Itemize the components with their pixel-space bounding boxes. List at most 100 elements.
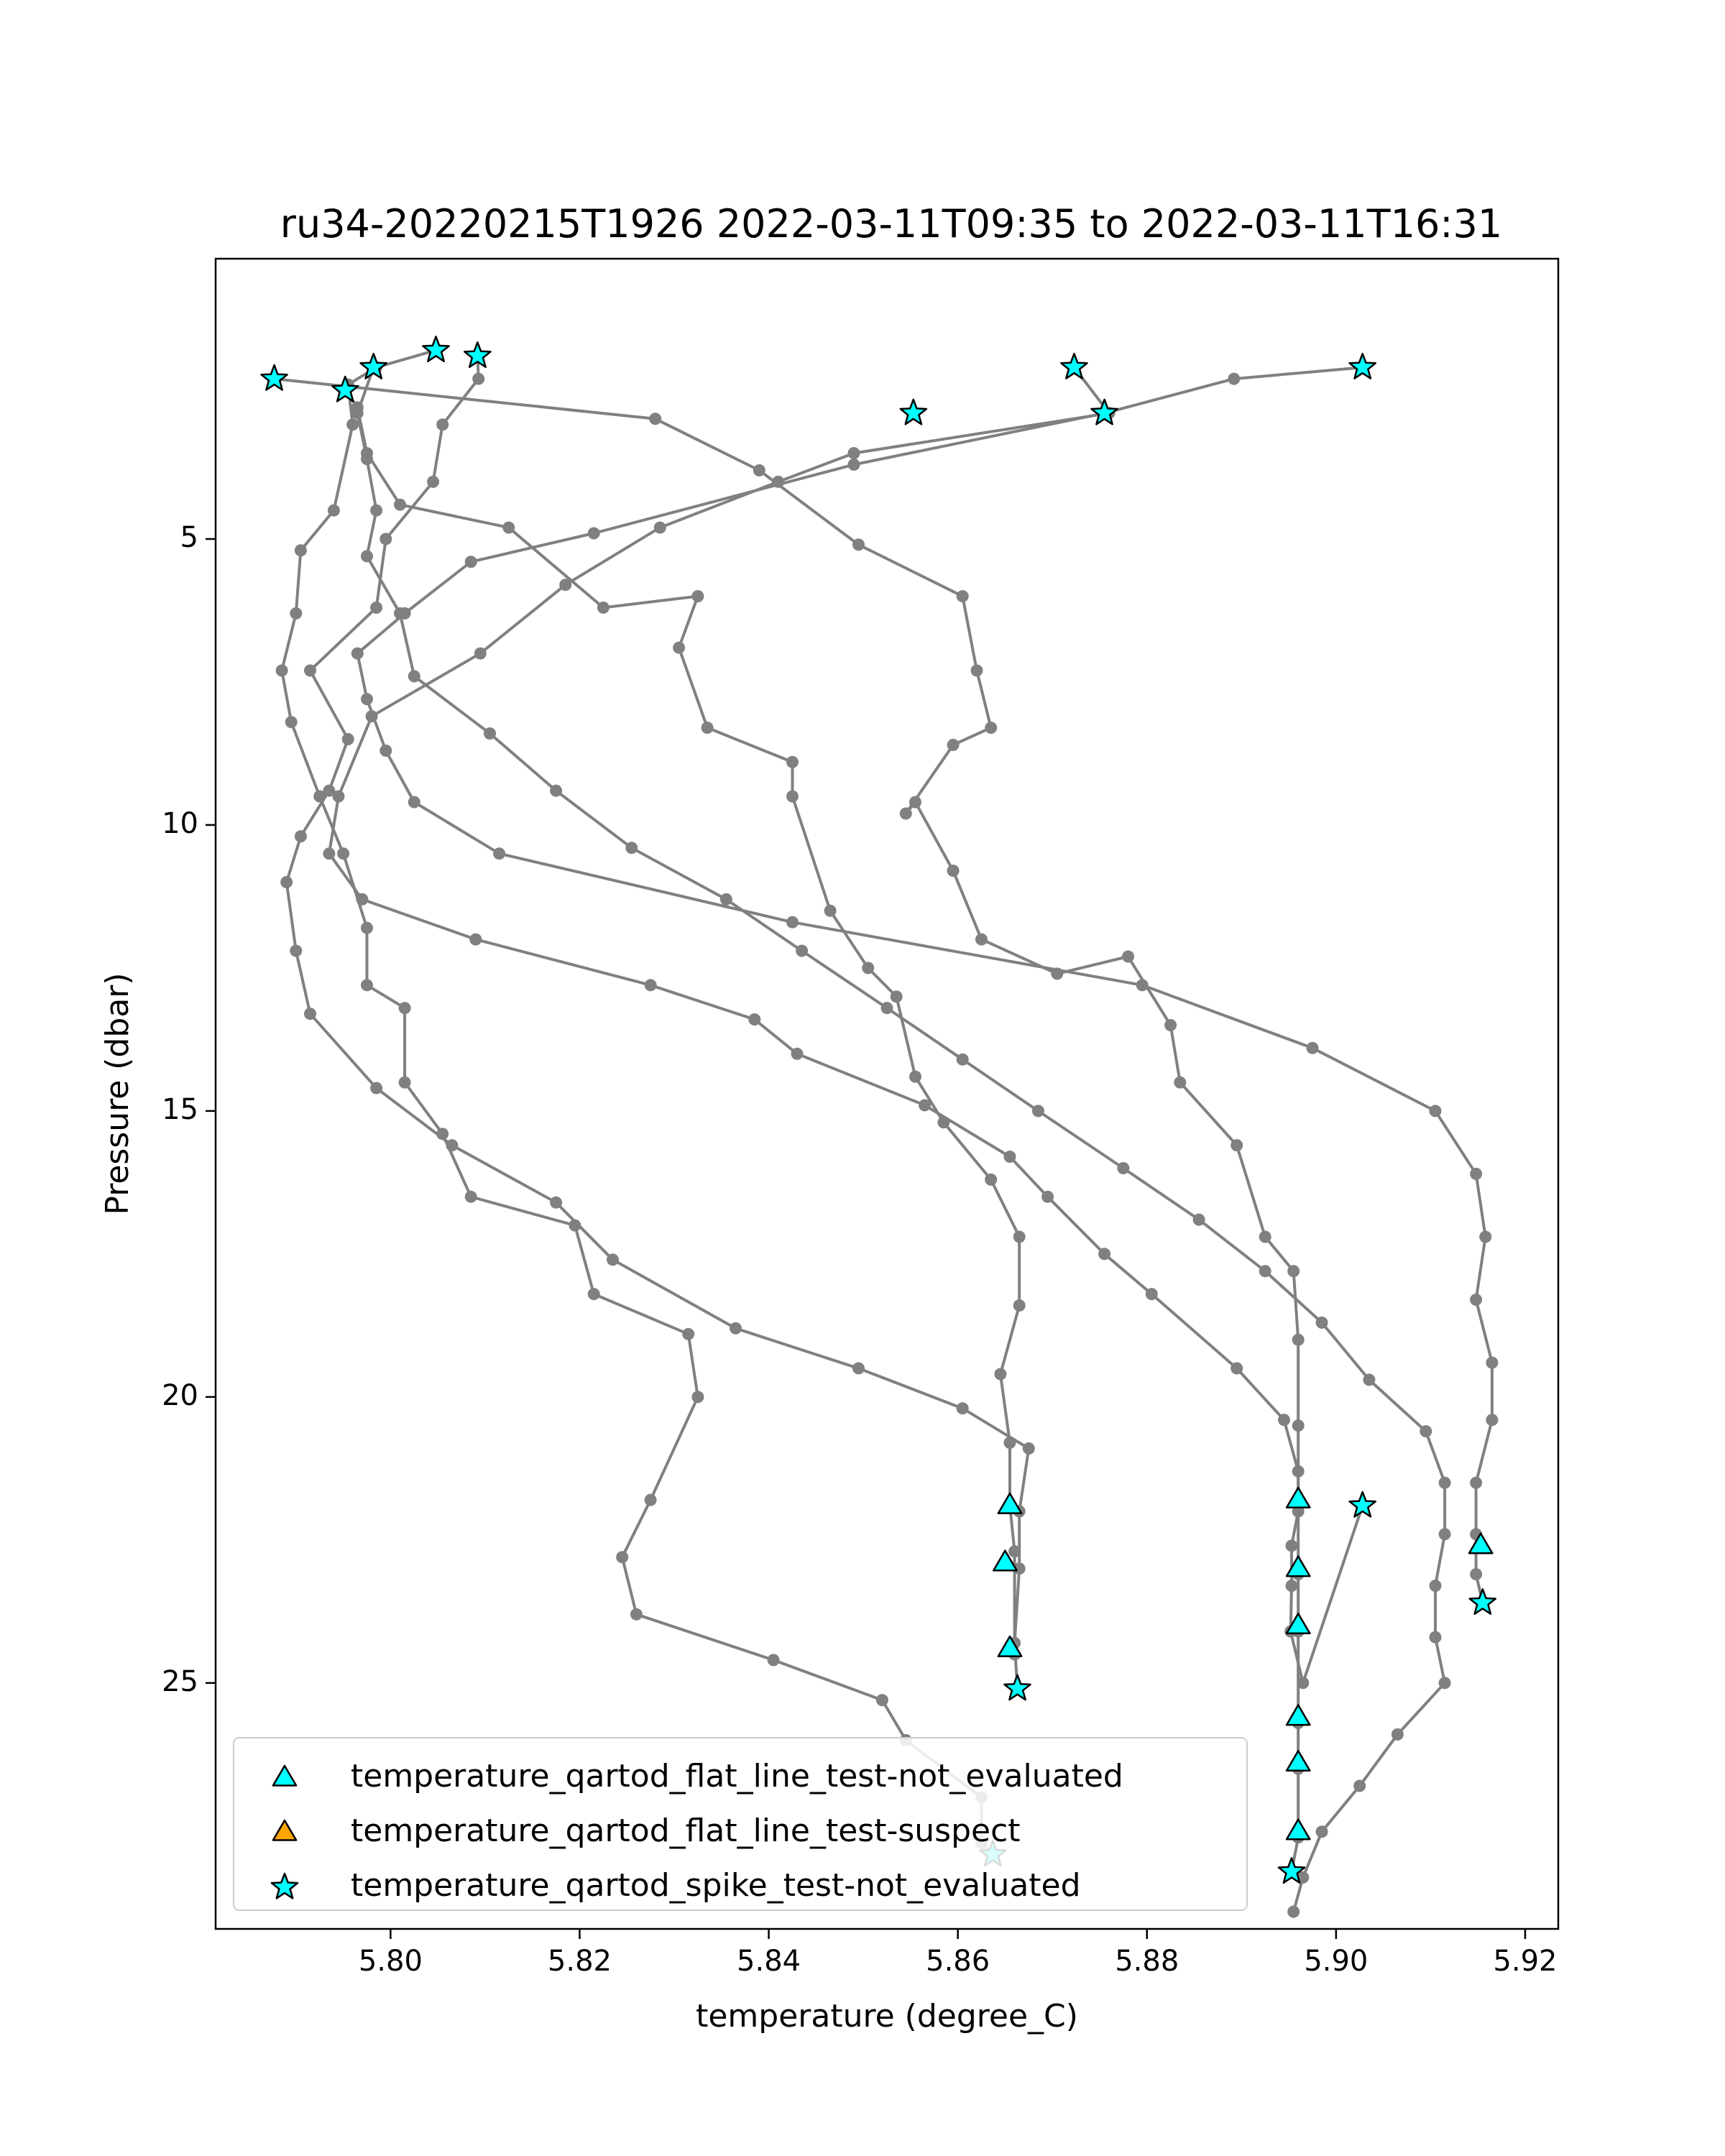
plot-frame	[214, 257, 1560, 1930]
profile-point	[502, 521, 515, 534]
profile-point	[436, 418, 449, 431]
profile-point	[550, 1196, 563, 1209]
profile-point	[607, 1253, 619, 1266]
profile-point	[1438, 1528, 1451, 1541]
profile-line-1	[274, 377, 1300, 1872]
profile-point	[947, 865, 960, 877]
profile-point	[290, 944, 303, 957]
spike-not-evaluated-marker	[422, 336, 450, 362]
profile-point	[484, 727, 496, 740]
flat-line-not-evaluated-marker	[1468, 1532, 1494, 1554]
x-tick-label: 5.92	[1493, 1945, 1557, 1978]
profile-point	[1259, 1230, 1271, 1243]
profile-point	[1363, 1373, 1376, 1386]
y-tick-label: 20	[162, 1379, 198, 1412]
profile-point	[890, 990, 903, 1003]
flat-line-not-evaluated-marker	[1285, 1704, 1311, 1726]
profile-point	[852, 538, 865, 551]
profile-point	[1003, 1151, 1016, 1163]
profile-point	[294, 544, 307, 557]
x-tick-label: 5.90	[1304, 1945, 1368, 1978]
profile-point	[616, 1551, 629, 1564]
y-tick-label: 25	[162, 1665, 198, 1698]
y-tick-label: 15	[162, 1093, 198, 1126]
profile-point	[691, 590, 704, 603]
profile-point	[1438, 1677, 1451, 1690]
spike-not-evaluated-marker	[260, 364, 288, 391]
profile-point	[323, 847, 336, 860]
profile-point	[346, 418, 359, 431]
profile-point	[587, 527, 600, 540]
legend-triangle-marker	[272, 1764, 298, 1787]
profile-point	[1292, 1333, 1305, 1346]
spike-not-evaluated-marker	[1277, 1857, 1306, 1884]
profile-point	[304, 1008, 316, 1021]
legend-markers	[270, 1764, 299, 1899]
profile-point	[361, 979, 373, 992]
profile-point	[985, 1173, 998, 1186]
legend-box	[233, 1737, 1248, 1911]
profile-point	[1470, 1476, 1483, 1489]
profile-point	[1041, 1190, 1054, 1203]
spike-not-evaluated-marker	[1348, 352, 1377, 379]
profile-point	[796, 944, 809, 957]
profile-point	[767, 1654, 780, 1667]
legend-star-marker	[270, 1872, 299, 1899]
profile-point	[1292, 1419, 1305, 1432]
profile-point	[786, 755, 799, 768]
legend-triangle-marker	[272, 1819, 298, 1841]
markers-layer	[260, 336, 1497, 1884]
profile-point	[970, 664, 983, 677]
spike-not-evaluated-marker	[331, 375, 359, 402]
profile-point	[1486, 1356, 1499, 1369]
profile-point	[472, 372, 485, 385]
profile-point	[719, 893, 732, 906]
profile-point	[341, 733, 354, 745]
profile-point	[682, 1327, 695, 1340]
profile-point	[1259, 1265, 1271, 1278]
profile-point	[361, 453, 373, 466]
profile-point	[956, 1053, 969, 1066]
y-axis-label: Pressure (dbar)	[99, 972, 136, 1215]
profile-point	[370, 1082, 383, 1095]
profile-point	[408, 670, 420, 683]
profile-point	[1003, 1437, 1016, 1449]
profile-point	[1315, 1825, 1328, 1838]
profile-point	[1174, 1076, 1187, 1089]
profile-point	[1230, 1139, 1243, 1152]
profile-point	[1285, 1580, 1298, 1592]
profile-point	[1013, 1562, 1026, 1575]
profile-point	[427, 475, 440, 488]
profile-point	[394, 498, 406, 511]
x-tick-label: 5.88	[1115, 1945, 1179, 1978]
profile-point	[469, 933, 482, 946]
profile-point	[1420, 1425, 1432, 1438]
profile-point	[909, 796, 921, 808]
profile-point	[956, 1402, 969, 1415]
profile-point	[975, 933, 988, 946]
profile-point	[370, 602, 383, 614]
flat-line-not-evaluated-marker	[1285, 1749, 1311, 1772]
spike-not-evaluated-marker	[1468, 1588, 1497, 1615]
x-axis-label: temperature (degree_C)	[696, 1998, 1078, 2035]
profiles-layer	[268, 344, 1499, 1918]
profile-point	[1470, 1568, 1483, 1580]
profile-point	[1287, 1265, 1300, 1278]
profile-point	[1164, 1019, 1177, 1031]
profile-point	[1429, 1580, 1442, 1592]
profile-point	[875, 1694, 888, 1707]
profile-point	[824, 904, 837, 917]
profile-point	[625, 842, 638, 854]
profile-point	[786, 790, 799, 803]
profile-point	[464, 556, 477, 568]
profile-point	[1136, 979, 1149, 992]
flat-line-not-evaluated-marker	[1285, 1612, 1311, 1634]
x-tick-label: 5.84	[737, 1945, 801, 1978]
profile-point	[791, 1047, 804, 1060]
profile-point	[1429, 1105, 1442, 1118]
x-tick-label: 5.80	[359, 1945, 423, 1978]
profile-point	[947, 739, 960, 751]
profile-point	[446, 1139, 459, 1152]
profile-point	[1438, 1476, 1451, 1489]
